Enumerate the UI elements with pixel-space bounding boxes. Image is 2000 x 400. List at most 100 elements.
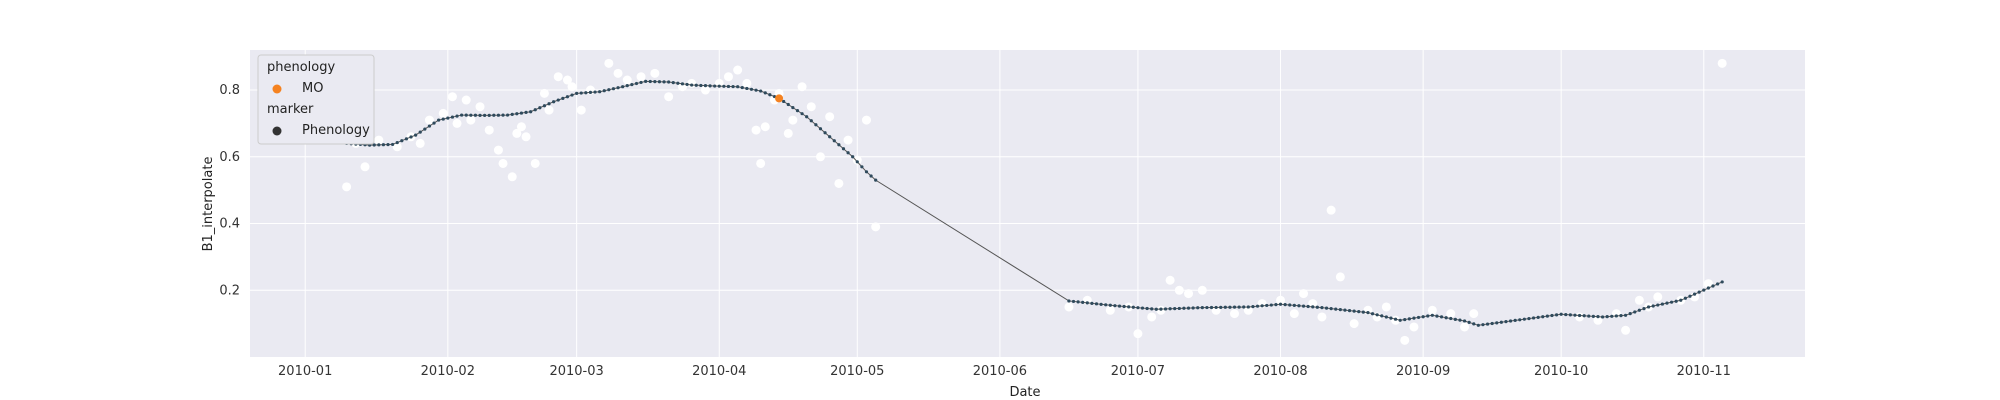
curve-point bbox=[1582, 314, 1586, 318]
curve-point bbox=[496, 113, 501, 117]
curve-point bbox=[556, 98, 560, 102]
curve-point bbox=[1711, 284, 1715, 288]
curve-point bbox=[1154, 307, 1158, 311]
raw-point bbox=[484, 125, 494, 135]
curve-point bbox=[1398, 318, 1402, 322]
raw-point bbox=[461, 95, 471, 105]
curve-point bbox=[625, 84, 629, 88]
curve-point bbox=[1596, 315, 1600, 319]
curve-point bbox=[703, 84, 708, 88]
curve-point bbox=[1545, 314, 1549, 318]
curve-point bbox=[1439, 315, 1444, 319]
curve-point bbox=[437, 118, 441, 122]
curve-point bbox=[1352, 309, 1356, 313]
curve-point bbox=[1554, 313, 1559, 317]
curve-point bbox=[1504, 320, 1508, 324]
curve-point bbox=[1228, 305, 1232, 309]
raw-point bbox=[825, 112, 835, 122]
raw-point bbox=[815, 152, 825, 162]
raw-point bbox=[733, 65, 743, 75]
curve-point bbox=[395, 140, 399, 145]
raw-observations-layer bbox=[342, 58, 1727, 345]
raw-point bbox=[530, 158, 540, 168]
raw-point bbox=[760, 122, 770, 132]
raw-point bbox=[452, 118, 462, 128]
curve-point bbox=[1536, 315, 1540, 319]
curve-point bbox=[1200, 306, 1204, 310]
curve-point bbox=[1665, 301, 1669, 305]
legend-label-mo: MO bbox=[302, 81, 323, 96]
curve-point bbox=[1462, 319, 1467, 323]
curve-point bbox=[1637, 308, 1641, 312]
curve-point bbox=[874, 178, 878, 182]
curve-point bbox=[1435, 314, 1439, 318]
raw-point bbox=[1381, 302, 1391, 312]
curve-point bbox=[441, 117, 445, 121]
raw-point bbox=[1653, 292, 1663, 302]
raw-point bbox=[1230, 309, 1240, 319]
curve-point bbox=[446, 116, 450, 120]
raw-point bbox=[521, 132, 531, 142]
phenology-mo-point bbox=[775, 94, 784, 103]
curve-point bbox=[1702, 288, 1706, 292]
y-tick-label: 0.6 bbox=[219, 150, 240, 165]
curve-point bbox=[1163, 307, 1168, 311]
curve-point bbox=[851, 155, 855, 159]
curve-point bbox=[841, 147, 846, 151]
curve-point bbox=[1495, 321, 1499, 325]
x-tick-label: 2010-08 bbox=[1253, 364, 1307, 379]
raw-point bbox=[567, 82, 577, 92]
curve-point bbox=[1205, 305, 1209, 310]
curve-point bbox=[717, 84, 721, 88]
curve-point bbox=[1380, 314, 1384, 318]
raw-point bbox=[1289, 309, 1299, 319]
curve-point bbox=[814, 123, 818, 127]
curve-point bbox=[1370, 312, 1375, 316]
raw-point bbox=[342, 182, 352, 192]
curve-point bbox=[644, 79, 648, 83]
raw-point bbox=[797, 82, 807, 92]
curve-point bbox=[506, 113, 510, 117]
curve-point bbox=[432, 121, 436, 125]
curve-point bbox=[487, 113, 491, 117]
curve-point bbox=[1251, 304, 1255, 309]
curve-point bbox=[800, 112, 804, 116]
curve-point bbox=[855, 160, 859, 164]
x-axis-ticks: 2010-01 2010-02 2010-03 2010-04 2010-05 2010-… bbox=[278, 364, 1731, 379]
curve-point bbox=[547, 102, 551, 106]
curve-point bbox=[1076, 300, 1080, 304]
legend: phenology MO marker Phenology bbox=[257, 54, 375, 145]
curve-point bbox=[538, 106, 542, 110]
raw-point bbox=[1184, 289, 1194, 299]
curve-point bbox=[501, 113, 505, 117]
raw-point bbox=[1105, 305, 1115, 315]
curve-point bbox=[427, 124, 432, 128]
curve-point bbox=[1467, 320, 1471, 325]
curve-point bbox=[1099, 302, 1103, 306]
curve-point bbox=[450, 115, 455, 119]
curve-point bbox=[492, 113, 496, 117]
raw-point bbox=[415, 138, 425, 148]
curve-point bbox=[1177, 306, 1181, 311]
curve-point bbox=[423, 127, 427, 131]
curve-point bbox=[1384, 315, 1388, 319]
curve-point bbox=[1656, 303, 1660, 307]
curve-point bbox=[860, 165, 864, 169]
curve-point bbox=[634, 81, 639, 86]
y-axis-label: B1_interpolate bbox=[201, 157, 216, 252]
curve-point bbox=[1490, 321, 1494, 326]
raw-point bbox=[622, 75, 632, 85]
curve-point bbox=[763, 91, 767, 95]
curve-point bbox=[782, 99, 786, 104]
curve-point bbox=[1577, 313, 1582, 318]
curve-point bbox=[381, 143, 386, 147]
curve-point bbox=[575, 91, 579, 95]
curve-point bbox=[1600, 315, 1605, 319]
curve-point bbox=[1283, 303, 1287, 307]
curve-point bbox=[1117, 304, 1122, 308]
raw-point bbox=[1197, 285, 1207, 295]
raw-point bbox=[1276, 295, 1286, 305]
curve-point bbox=[1692, 292, 1697, 296]
raw-point bbox=[1621, 325, 1631, 335]
raw-point bbox=[447, 92, 457, 102]
